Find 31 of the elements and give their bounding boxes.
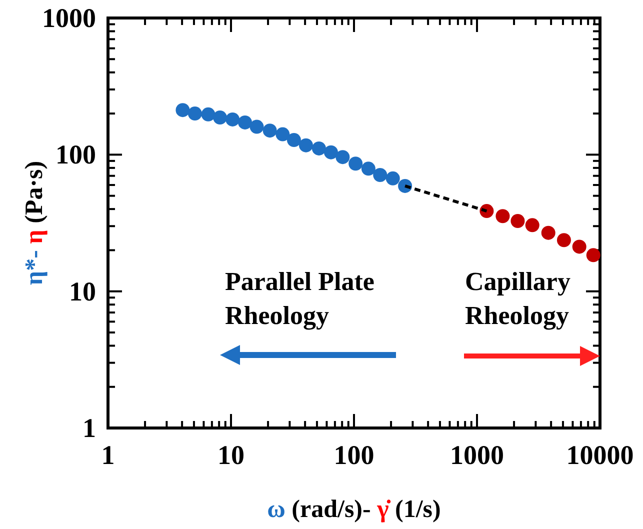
point [201, 107, 216, 122]
x-tick-label: 10000 [566, 440, 634, 470]
point [276, 127, 290, 142]
x-tick-label: 1 [101, 440, 115, 470]
point [262, 124, 277, 138]
point [324, 145, 338, 160]
y-axis-title: η*- η (Pa·s) [21, 160, 48, 286]
point [213, 110, 228, 125]
annotation: Capillary Rheology [465, 267, 570, 330]
point [361, 162, 376, 176]
point [286, 133, 301, 148]
point [336, 150, 350, 164]
point [250, 120, 264, 134]
point [188, 106, 202, 121]
y-tick-label: 10 [69, 276, 96, 306]
point [238, 115, 252, 130]
x-tick-label: 100 [334, 440, 374, 470]
y-tick-label: 1000 [42, 3, 96, 33]
point [348, 156, 363, 171]
annotation: Parallel Plate Rheology [225, 267, 374, 330]
x-tick-label: 1000 [450, 440, 504, 470]
point [312, 141, 326, 156]
point [386, 171, 400, 186]
x-tick-label: 10 [218, 440, 244, 470]
y-tick-label: 1 [82, 413, 96, 443]
x-axis-title: ω (rad/s)- γ̇ (1/s) [267, 496, 441, 523]
point [298, 138, 313, 152]
point [373, 168, 388, 182]
y-tick-label: 100 [56, 140, 96, 170]
point [176, 103, 190, 118]
point [226, 112, 240, 126]
